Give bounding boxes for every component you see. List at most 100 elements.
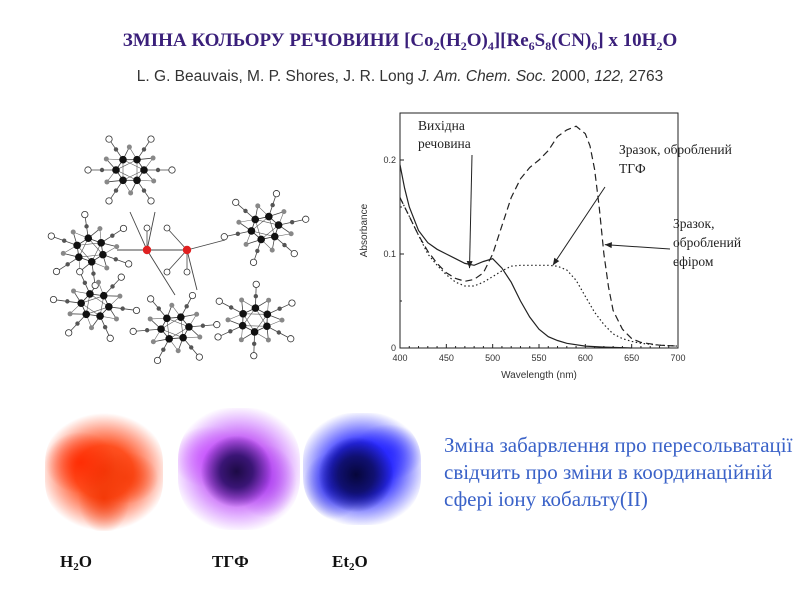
atom-re <box>251 215 260 224</box>
ann-thf-arrow <box>552 186 606 266</box>
atom-n <box>188 291 197 300</box>
absorbance-chart: 400 450 500 550 600 650 700 0 0.1 0.2 Wavelength (… <box>359 112 741 381</box>
atom-c <box>277 306 282 311</box>
cluster-re6s8 <box>133 295 217 361</box>
atom-re <box>82 310 91 319</box>
atom-s <box>113 316 119 322</box>
atom-c <box>113 188 119 193</box>
ann-start-arrow <box>469 154 473 269</box>
bond <box>122 169 145 181</box>
atom-n <box>290 250 298 258</box>
atom-re <box>157 325 165 333</box>
title-part-14: O <box>662 30 678 51</box>
x-tick-label: 400 <box>392 353 407 363</box>
series-solid-line <box>399 164 632 349</box>
title-part-9: 8 <box>545 39 552 53</box>
series-dashed-line <box>399 125 679 347</box>
atom-c <box>161 347 166 352</box>
bond <box>166 249 188 273</box>
crystal-photo-thf <box>178 408 300 530</box>
conclusion-text: Зміна забарвлення про пересольватації св… <box>444 433 793 511</box>
bond <box>255 219 279 226</box>
atom-c <box>228 329 233 334</box>
atom-re <box>105 303 113 311</box>
atom-o <box>143 224 151 232</box>
atom-n <box>168 166 176 174</box>
atom-re <box>185 323 193 331</box>
atom-s <box>128 190 134 196</box>
atom-n <box>287 335 295 343</box>
series-dotted-line <box>399 197 679 347</box>
atom-s <box>255 203 261 209</box>
bond <box>242 325 267 327</box>
ann-ether-arrowhead <box>604 242 612 249</box>
atom-n <box>76 268 84 276</box>
atom-s <box>67 311 73 317</box>
title-part-2: (H <box>439 30 461 51</box>
atom-c <box>189 345 194 350</box>
atom-s <box>236 219 242 225</box>
atom-c <box>282 242 287 248</box>
atom-s <box>225 317 231 323</box>
bond <box>122 159 145 171</box>
bond <box>166 318 190 328</box>
ann-ether-line-2: ефіром <box>673 254 714 269</box>
atom-re <box>177 313 185 321</box>
atom-n <box>81 210 89 219</box>
atom-c <box>144 328 150 333</box>
solvent-label-et2o-main: Et <box>332 552 349 571</box>
atom-re <box>239 309 247 318</box>
atom-s <box>117 293 123 299</box>
atom-re <box>263 322 271 331</box>
atom-re <box>112 166 120 174</box>
atom-s <box>239 297 245 303</box>
atom-s <box>175 348 181 354</box>
bond <box>146 249 176 296</box>
title-part-11: 6 <box>591 39 598 53</box>
atom-re <box>97 239 105 247</box>
atom-c <box>276 330 282 335</box>
bond <box>166 227 188 251</box>
bond <box>160 328 184 338</box>
atom-n <box>132 306 141 315</box>
atom-s <box>70 229 76 235</box>
y-tick-label: 0.1 <box>383 249 396 259</box>
atom-re <box>165 335 173 343</box>
bond <box>251 230 275 237</box>
ann-thf-arrowhead <box>552 257 560 266</box>
x-tick-label: 500 <box>485 353 500 363</box>
atom-n <box>119 224 128 233</box>
solvent-label-thf-main: ТГФ <box>212 552 249 571</box>
atom-s <box>169 302 175 308</box>
atom-re <box>86 290 94 298</box>
atom-c <box>228 305 234 310</box>
atom-s <box>150 155 156 161</box>
atom-s <box>281 209 287 215</box>
atom-s <box>269 247 275 253</box>
atom-c <box>141 147 147 152</box>
bond <box>129 211 148 251</box>
atom-co <box>142 245 152 255</box>
chart-series-group <box>399 125 679 349</box>
crystal-photo-h2o <box>45 413 163 531</box>
atom-c <box>155 167 161 173</box>
atom-c <box>243 208 248 214</box>
atom-c <box>156 306 161 311</box>
ann-start-line-1: речовина <box>418 136 471 151</box>
title-part-5: 4 <box>487 39 494 53</box>
atom-re <box>250 328 259 336</box>
atom-c <box>65 262 70 267</box>
atom-s <box>114 244 120 250</box>
ann-thf-line-0: Зразок, оброблений <box>619 142 732 157</box>
atom-c <box>113 147 119 152</box>
atom-n <box>65 329 73 337</box>
cobalt-centers <box>117 211 226 296</box>
atom-o <box>163 224 171 232</box>
title-part-13: 2 <box>656 39 663 53</box>
bond <box>77 242 102 246</box>
atom-n <box>147 295 155 303</box>
atom-s <box>265 337 271 343</box>
bond <box>81 295 104 304</box>
atom-n <box>249 258 258 266</box>
solvent-label-h2o: H2O <box>60 552 92 573</box>
